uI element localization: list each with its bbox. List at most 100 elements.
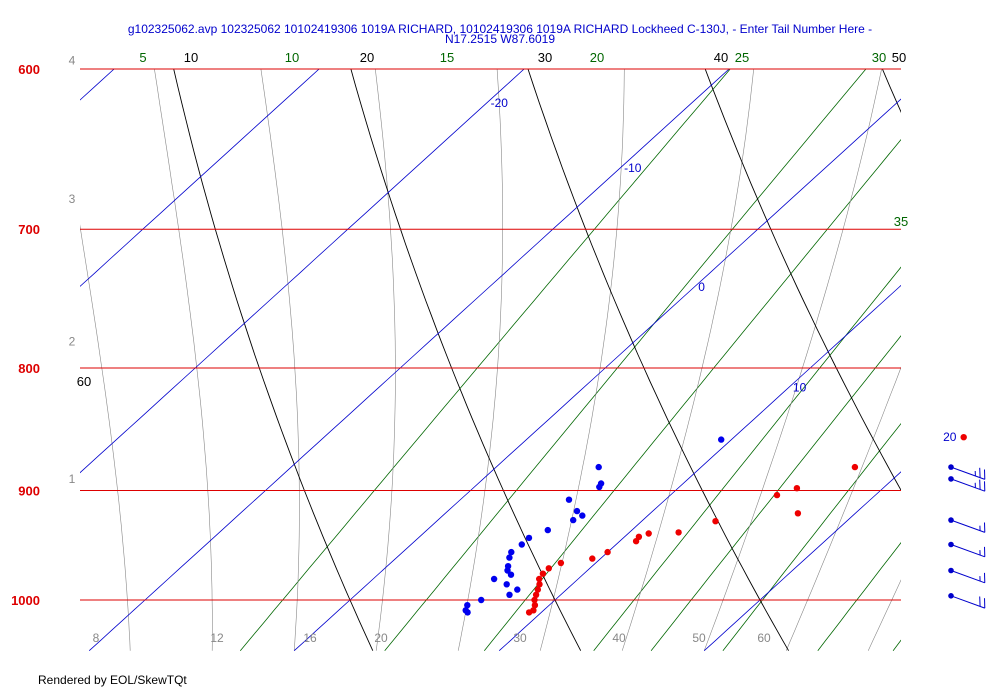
mixing-ratio-line bbox=[650, 335, 901, 651]
wind-barb-shaft bbox=[950, 478, 985, 492]
chart-title-line2: N17.2515 W87.6019 bbox=[444, 32, 556, 46]
mixing-ratio-label: 25 bbox=[735, 50, 749, 65]
mixing-ratio-line bbox=[722, 422, 901, 651]
temperature-point bbox=[794, 510, 802, 517]
wind-barb-shaft bbox=[950, 519, 985, 533]
bottom-scale-label: 60 bbox=[757, 631, 771, 645]
dewpoint-point bbox=[478, 596, 485, 604]
mixing-ratio-line bbox=[483, 138, 901, 651]
wind-barb bbox=[948, 593, 986, 609]
temperature-point bbox=[536, 575, 543, 583]
isotherm-line bbox=[80, 69, 525, 474]
dry-adiabat-label: 50 bbox=[892, 50, 906, 65]
wind-barb-shaft bbox=[950, 544, 985, 558]
bottom-scale-label: 50 bbox=[692, 631, 706, 645]
pressure-label: 1000 bbox=[11, 593, 40, 608]
temperature-point bbox=[539, 570, 547, 577]
isobars bbox=[80, 68, 901, 601]
temperature-point bbox=[960, 434, 967, 441]
dewpoint-point bbox=[464, 609, 471, 616]
moist-adiabat-line bbox=[457, 69, 503, 651]
height-label: 3 bbox=[69, 192, 76, 206]
dry-adiabats bbox=[173, 69, 901, 651]
bottom-scale-label: 30 bbox=[513, 631, 527, 645]
temperature-point bbox=[536, 581, 543, 588]
temperature-point bbox=[645, 530, 652, 537]
pressure-label: 800 bbox=[18, 361, 40, 376]
dry-adiabat-label: 60 bbox=[77, 374, 91, 389]
isotherm-label: 0 bbox=[698, 280, 705, 294]
mixing-ratio-label: 20 bbox=[590, 50, 604, 65]
isotherm-line bbox=[498, 284, 901, 651]
mixing-ratio-line bbox=[817, 542, 901, 651]
isotherm-line bbox=[909, 0, 1000, 651]
dewpoint-point bbox=[595, 463, 602, 471]
wind-barb bbox=[948, 476, 986, 492]
wind-barb-shaft bbox=[950, 466, 985, 480]
isotherm-line bbox=[80, 69, 320, 287]
bottom-scale-label: 12 bbox=[210, 631, 224, 645]
dewpoint-point bbox=[518, 541, 525, 548]
isotherm-line bbox=[293, 98, 901, 651]
isotherms bbox=[80, 0, 1000, 651]
mixing-ratio-lines bbox=[239, 0, 1000, 651]
wind-barb-shaft bbox=[950, 595, 985, 609]
temperature-point bbox=[531, 596, 538, 604]
temperature-point bbox=[773, 491, 781, 499]
mixing-ratio-line bbox=[892, 639, 901, 651]
pressure-label: 600 bbox=[18, 62, 40, 77]
temperature-point bbox=[531, 602, 539, 609]
dewpoint-point bbox=[596, 483, 603, 491]
moist-adiabat-line bbox=[154, 69, 213, 651]
isotherm-label: -20 bbox=[491, 96, 509, 110]
mixing-ratio-line bbox=[384, 69, 867, 651]
moist-adiabat-line bbox=[539, 69, 625, 651]
height-label: 4 bbox=[69, 53, 76, 67]
temperature-point bbox=[632, 538, 640, 545]
mixing-ratio-label: 15 bbox=[440, 50, 454, 65]
temperature-point bbox=[534, 586, 541, 593]
wind-barb bbox=[948, 464, 986, 480]
bottom-scale-label: 8 bbox=[93, 631, 100, 645]
moist-adiabat-line bbox=[374, 69, 396, 651]
dewpoint-point bbox=[504, 567, 511, 574]
isotherm-line bbox=[88, 69, 730, 651]
dewpoint-point bbox=[565, 496, 573, 503]
dewpoint-point bbox=[508, 548, 515, 556]
dewpoint-point bbox=[464, 602, 471, 609]
temperature-point bbox=[545, 565, 552, 572]
dewpoint-point bbox=[503, 581, 510, 588]
temperature-point bbox=[589, 555, 596, 562]
dry-adiabat-line bbox=[173, 69, 374, 651]
dewpoint-point bbox=[579, 512, 586, 519]
axis-labels: 600700800900100012345-20-100102030408121… bbox=[11, 50, 957, 645]
moist-adiabat-line bbox=[621, 69, 755, 651]
moist-adiabats bbox=[80, 69, 901, 651]
wind-barb bbox=[948, 567, 986, 584]
mixing-ratio-line bbox=[593, 266, 901, 651]
dewpoint-point bbox=[570, 516, 577, 524]
moist-adiabat-line bbox=[80, 224, 131, 651]
dry-adiabat-line bbox=[350, 69, 582, 651]
wind-barbs bbox=[948, 464, 986, 609]
wind-barb bbox=[948, 517, 986, 533]
bottom-scale-label: 16 bbox=[303, 631, 317, 645]
isotherm-line bbox=[703, 471, 901, 651]
dry-adiabat-label: 30 bbox=[538, 50, 552, 65]
dewpoint-point bbox=[718, 436, 725, 443]
mixing-ratio-line bbox=[956, 0, 1000, 651]
dry-adiabat-label: 20 bbox=[360, 50, 374, 65]
moist-adiabat-line bbox=[260, 69, 300, 651]
mixing-ratio-line bbox=[239, 69, 731, 651]
dry-adiabat-line bbox=[881, 69, 901, 113]
mixing-ratio-label: 30 bbox=[872, 50, 886, 65]
bottom-scale-label: 40 bbox=[612, 631, 626, 645]
wind-barb bbox=[948, 541, 986, 558]
moist-adiabat-line bbox=[703, 69, 882, 651]
mixing-ratio-label: 10 bbox=[285, 50, 299, 65]
temperature-point bbox=[851, 463, 859, 471]
temperature-point bbox=[675, 529, 682, 536]
dewpoint-point bbox=[544, 526, 551, 534]
isotherm-label: 20 bbox=[943, 430, 957, 444]
